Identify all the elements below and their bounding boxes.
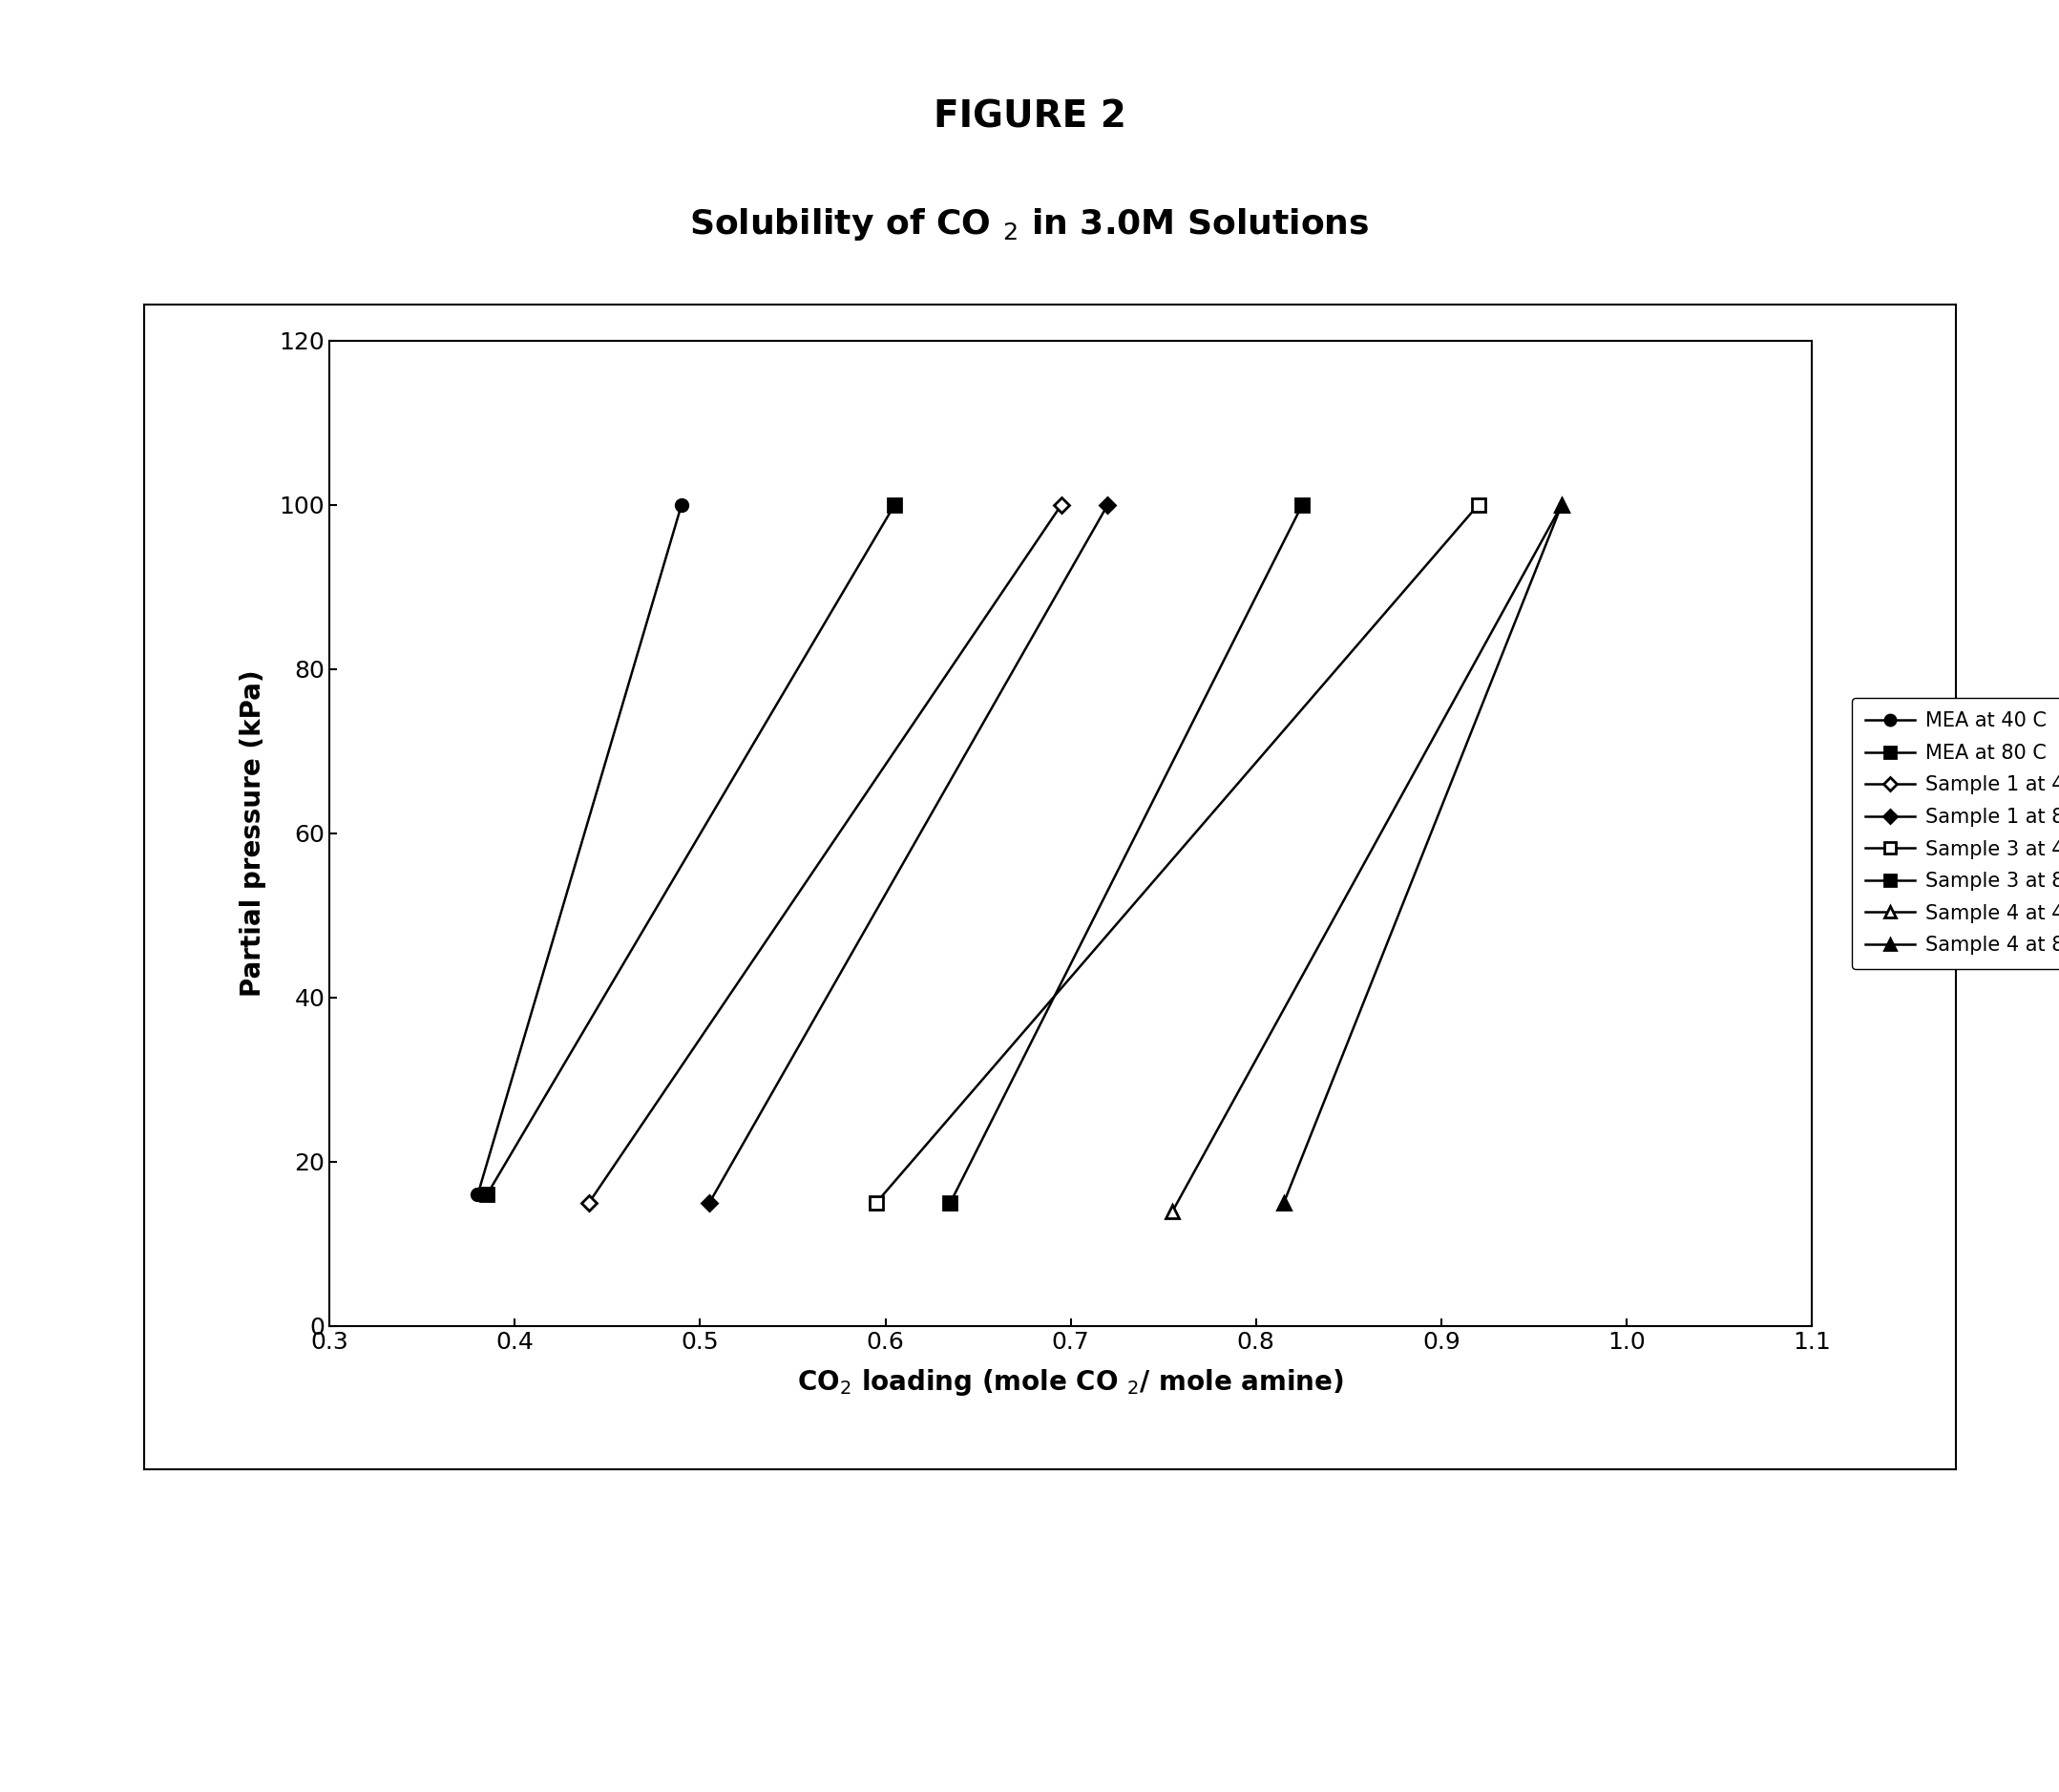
Text: FIGURE 2: FIGURE 2	[933, 99, 1126, 134]
X-axis label: CO$_2$ loading (mole CO $_{2}$/ mole amine): CO$_2$ loading (mole CO $_{2}$/ mole ami…	[797, 1367, 1345, 1398]
Text: Solubility of CO $_{2}$ in 3.0M Solutions: Solubility of CO $_{2}$ in 3.0M Solution…	[690, 206, 1369, 242]
Legend: MEA at 40 C, MEA at 80 C, Sample 1 at 40 C, Sample 1 at 80 C, Sample 3 at 40 C, : MEA at 40 C, MEA at 80 C, Sample 1 at 40…	[1851, 697, 2059, 969]
Y-axis label: Partial pressure (kPa): Partial pressure (kPa)	[239, 670, 266, 996]
